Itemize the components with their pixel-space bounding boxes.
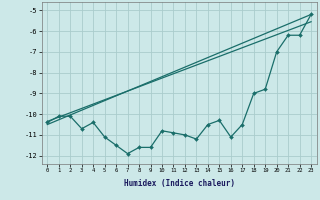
X-axis label: Humidex (Indice chaleur): Humidex (Indice chaleur)	[124, 179, 235, 188]
